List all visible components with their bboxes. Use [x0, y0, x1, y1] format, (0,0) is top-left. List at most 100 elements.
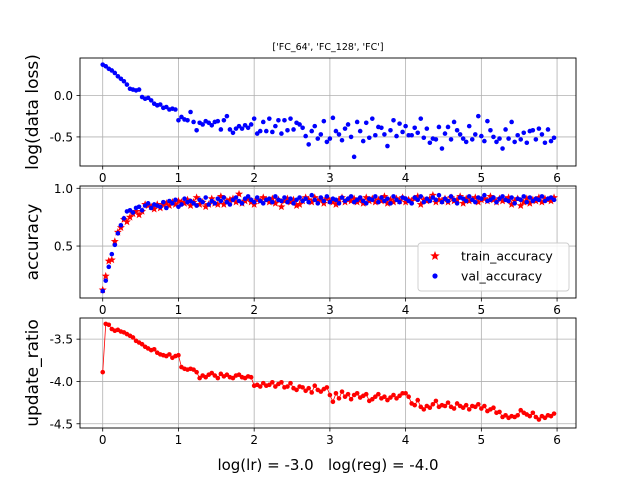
- data-point: [118, 222, 124, 228]
- data-point-star: [277, 202, 286, 211]
- data-point: [136, 204, 142, 210]
- data-point: [321, 118, 327, 124]
- data-point: [494, 199, 499, 205]
- data-point: [512, 139, 517, 145]
- data-point: [409, 201, 414, 206]
- data-point: [270, 129, 275, 135]
- data-point: [548, 413, 554, 419]
- data-point-star: [474, 197, 483, 206]
- data-point: [509, 119, 514, 125]
- data-point: [336, 201, 342, 206]
- data-point: [354, 119, 360, 125]
- data-point: [460, 136, 466, 141]
- data-point: [230, 375, 236, 381]
- data-point: [479, 406, 484, 411]
- data-point: [515, 413, 520, 418]
- data-point: [542, 140, 548, 146]
- data-point: [548, 138, 554, 144]
- data-point: [506, 136, 511, 141]
- data-point: [306, 199, 311, 205]
- data-point: [454, 127, 460, 133]
- data-point: [451, 406, 457, 411]
- data-point: [164, 104, 169, 110]
- data-point-star: [232, 197, 240, 206]
- data-point: [212, 373, 218, 378]
- data-point: [321, 198, 327, 204]
- data-point: [291, 127, 296, 132]
- data-point: [415, 397, 421, 403]
- data-point: [333, 391, 339, 396]
- data-point: [218, 198, 224, 204]
- y-tick-label: -3.5: [50, 333, 73, 347]
- data-point-star: [516, 201, 525, 210]
- data-point: [451, 119, 457, 125]
- data-point-star: [101, 271, 110, 280]
- data-point: [366, 135, 372, 141]
- data-point-star: [413, 192, 422, 200]
- data-point-star: [174, 196, 183, 205]
- data-point: [433, 398, 439, 404]
- x-tick-label: 1: [175, 171, 183, 185]
- data-point: [112, 242, 118, 248]
- x-tick-label: 1: [175, 303, 183, 317]
- data-point: [430, 402, 436, 407]
- data-point: [342, 126, 348, 131]
- data-point-star: [265, 197, 274, 206]
- data-point: [391, 194, 396, 199]
- data-point-star: [434, 195, 443, 204]
- data-point: [397, 199, 402, 205]
- data-point: [500, 194, 505, 199]
- data-point-star: [313, 196, 322, 205]
- figure-title: ['FC_64', 'FC_128', 'FC']: [272, 42, 383, 53]
- data-point-star: [165, 201, 174, 210]
- data-point: [260, 380, 266, 386]
- data-point-star: [304, 195, 313, 204]
- data-point: [248, 374, 254, 380]
- data-point: [206, 120, 212, 126]
- y-axis-label: update_ratio: [23, 319, 43, 427]
- data-point: [327, 199, 333, 205]
- data-point-star: [347, 196, 356, 205]
- data-point: [472, 132, 478, 137]
- data-point: [251, 199, 257, 205]
- data-point-star: [171, 200, 180, 208]
- data-point: [221, 118, 227, 123]
- data-point-star: [362, 193, 371, 201]
- y-tick-label: -0.5: [50, 130, 73, 144]
- data-point: [448, 194, 454, 199]
- x-tick-label: 0: [99, 303, 107, 317]
- data-point: [445, 198, 451, 204]
- data-point: [267, 116, 272, 121]
- data-point-star: [504, 193, 513, 201]
- data-point: [463, 139, 469, 145]
- data-point: [282, 195, 287, 200]
- data-point-star: [162, 199, 171, 207]
- data-point-star: [122, 217, 131, 226]
- data-point: [239, 201, 245, 206]
- data-point: [454, 401, 460, 406]
- data-point: [112, 70, 118, 76]
- data-point: [212, 201, 218, 206]
- data-point: [221, 195, 227, 200]
- data-point: [121, 216, 127, 221]
- data-point: [318, 132, 324, 137]
- data-point-star: [471, 193, 480, 201]
- x-tick-label: 2: [250, 433, 258, 447]
- data-point: [503, 127, 508, 132]
- data-point: [194, 203, 199, 208]
- data-point-star: [462, 194, 471, 203]
- data-point: [421, 199, 427, 205]
- data-point: [173, 197, 178, 203]
- data-point-star: [425, 194, 434, 203]
- data-point: [363, 391, 369, 397]
- data-point: [227, 127, 233, 132]
- data-point: [273, 123, 278, 129]
- data-point: [215, 375, 221, 381]
- data-point: [282, 118, 287, 123]
- data-point: [457, 132, 463, 137]
- data-point: [521, 194, 527, 199]
- x-tick-label: 4: [402, 433, 410, 447]
- data-point: [179, 114, 184, 120]
- data-point: [330, 115, 336, 121]
- legend-label: train_accuracy: [461, 249, 553, 264]
